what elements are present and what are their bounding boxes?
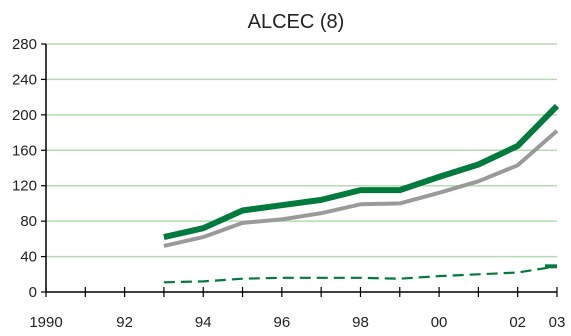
axes	[41, 43, 558, 297]
y-tick-label-80: 80	[20, 213, 37, 230]
y-tick-label-200: 200	[12, 107, 37, 124]
grid-lines	[46, 43, 557, 258]
x-tick-label-98: 98	[352, 314, 369, 331]
series-line-3	[163, 265, 558, 284]
x-tick-label-00: 00	[431, 314, 448, 331]
y-tick-label-120: 120	[12, 178, 37, 195]
y-tick-label-240: 240	[12, 71, 37, 88]
series-layer	[163, 103, 560, 284]
x-tick-labels: 1990 92 94 96 98 00 02 03	[29, 314, 565, 331]
x-tick-label-96: 96	[274, 314, 291, 331]
chart-title: ALCEC (8)	[248, 11, 345, 33]
x-tick-label-02: 02	[509, 314, 526, 331]
y-tick-label-40: 40	[20, 249, 37, 266]
x-tick-label-92: 92	[116, 314, 133, 331]
y-tick-label-160: 160	[12, 142, 37, 159]
y-tick-labels: 0 40 80 120 160 200 240 280	[12, 36, 37, 301]
x-tick-label-94: 94	[195, 314, 212, 331]
series-line-2	[163, 129, 559, 248]
y-tick-label-0: 0	[29, 284, 37, 301]
y-tick-label-280: 280	[12, 36, 37, 53]
x-tick-label-1990: 1990	[29, 314, 62, 331]
x-tick-label-03: 03	[549, 314, 566, 331]
series-line-1	[163, 103, 560, 241]
